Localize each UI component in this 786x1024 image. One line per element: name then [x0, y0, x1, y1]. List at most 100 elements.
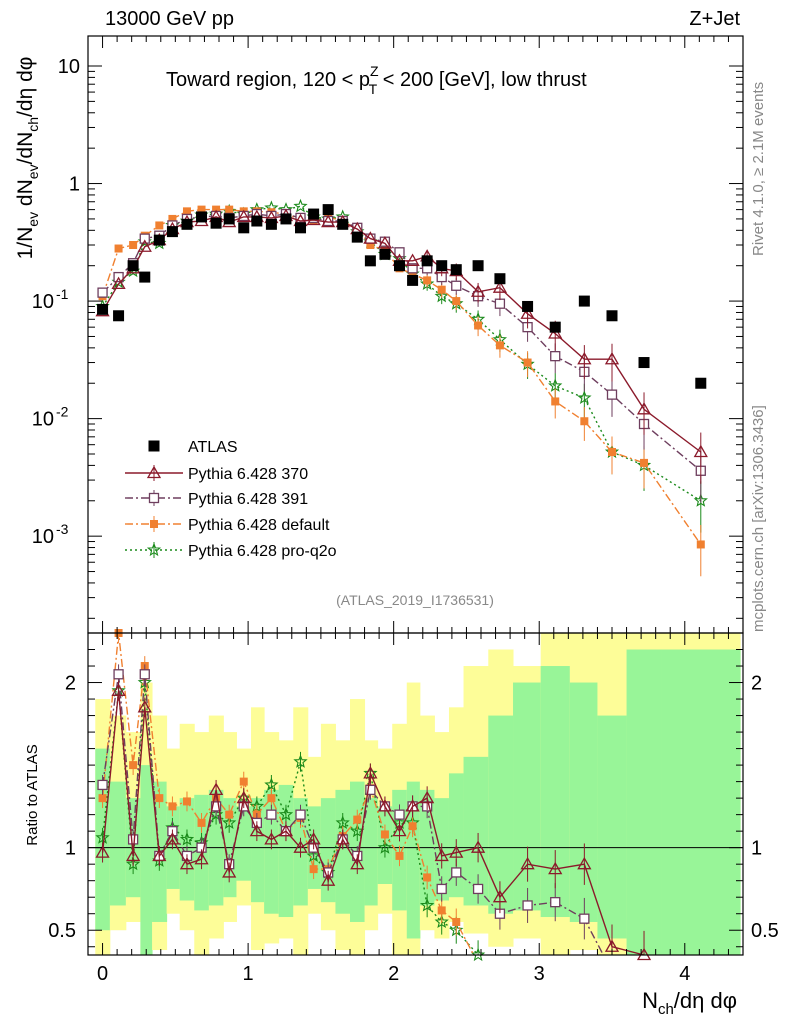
ratio-point-default: [437, 906, 446, 915]
point-p370: [693, 444, 708, 458]
point-proq2o: [293, 198, 308, 213]
legend-marker-p391: [148, 492, 160, 504]
ratio-point-p370: [264, 832, 279, 845]
point-p391: [139, 233, 150, 244]
mcplots-label: mcplots.cern.ch [arXiv:1306.3436]: [750, 405, 767, 632]
ratio-y-tick-label: 2: [65, 673, 76, 695]
point-p370: [405, 253, 420, 266]
point-p370: [470, 284, 486, 297]
y-tick-label: 10 -3: [32, 521, 69, 548]
point-atlas: [295, 222, 307, 234]
header-left: 13000 GeV pp: [105, 8, 234, 30]
point-default: [114, 244, 123, 253]
ratio-point-default: [408, 822, 417, 831]
ratio-point-p370: [278, 823, 294, 837]
point-default: [495, 341, 504, 350]
ratio-point-default: [197, 818, 206, 827]
ratio-point-proq2o: [293, 754, 308, 768]
ratio-point-p370: [111, 683, 126, 696]
legend-marker-proq2o: [146, 542, 162, 557]
ratio-point-p391: [579, 913, 590, 924]
point-p370: [363, 231, 378, 244]
point-p391: [494, 298, 506, 309]
ratio-point-default: [395, 851, 404, 860]
ratio-point-proq2o: [222, 815, 237, 830]
point-atlas: [472, 260, 484, 272]
point-p391: [451, 280, 462, 291]
ratio-point-default: [182, 797, 191, 806]
ratio-point-default: [309, 865, 318, 874]
ratio-point-proq2o: [419, 898, 435, 912]
ratio-point-p370: [434, 848, 449, 862]
ratio-point-p370: [492, 889, 508, 903]
ratio-point-p391: [139, 669, 150, 680]
point-atlas: [522, 300, 534, 312]
series-line-default: [101, 208, 702, 545]
point-default: [452, 297, 461, 306]
ratio-point-p370: [152, 848, 167, 862]
point-atlas: [223, 213, 235, 225]
ratio-point-p391: [295, 809, 306, 820]
point-default: [197, 205, 206, 214]
ratio-point-p370: [470, 840, 486, 853]
band-inner-bin: [140, 765, 153, 955]
ratio-point-proq2o: [434, 914, 449, 928]
ratio-point-default: [225, 810, 234, 819]
ratio-point-proq2o: [264, 777, 279, 792]
point-atlas: [153, 234, 165, 246]
point-default: [129, 241, 138, 250]
ratio-point-default: [168, 802, 177, 811]
point-atlas: [638, 357, 650, 369]
band-inner-bin: [236, 806, 252, 881]
ratio-point-p391: [472, 883, 484, 895]
ratio-point-p391: [436, 883, 447, 895]
point-atlas: [379, 248, 391, 260]
point-p370: [636, 402, 652, 415]
analysis-watermark: (ATLAS_2019_I1736531): [336, 592, 494, 608]
ratio-point-p370: [165, 832, 180, 845]
ratio-point-p370: [249, 823, 264, 837]
point-atlas: [308, 208, 320, 220]
point-default: [168, 214, 177, 223]
ratio-point-p370: [236, 790, 251, 804]
point-p370: [137, 239, 152, 252]
ratio-y-tick-label: 1: [65, 838, 76, 860]
ratio-point-default: [155, 794, 164, 803]
point-atlas: [181, 218, 193, 230]
y-tick-label: 1: [69, 174, 80, 196]
ratio-point-proq2o: [278, 807, 294, 821]
point-p370: [520, 306, 535, 319]
point-default: [523, 358, 532, 367]
ratio-point-default: [239, 777, 248, 786]
ratio-point-proq2o: [125, 856, 141, 871]
point-atlas: [127, 260, 139, 272]
point-p370: [548, 326, 563, 339]
point-atlas: [196, 211, 208, 223]
ratio-point-proq2o: [350, 823, 365, 838]
band-inner-bin: [597, 715, 628, 939]
ratio-point-p391: [210, 801, 222, 812]
series-line-p370: [101, 215, 702, 453]
point-atlas: [265, 218, 277, 230]
point-atlas: [695, 377, 707, 389]
ratio-line-p391: [101, 674, 605, 955]
legend-label-proq2o: Pythia 6.428 pro-q2o: [188, 543, 337, 560]
point-default: [580, 417, 589, 426]
x-axis-label: Nch/dη dφ: [642, 988, 737, 1018]
point-atlas: [407, 274, 419, 286]
header-right: Z+Jet: [689, 8, 740, 30]
ratio-point-p370: [577, 856, 592, 870]
plot-title: Toward region, 120 < pZ T < 200 [GeV], lo…: [166, 63, 587, 97]
ratio-point-p370: [335, 832, 350, 845]
ratio-plot-frame: [87, 632, 744, 956]
band-inner-bin: [448, 773, 465, 898]
ratio-series-p370: [95, 680, 652, 961]
ratio-point-p370: [321, 873, 336, 886]
ratio-point-p391: [266, 809, 277, 820]
point-p370: [492, 280, 508, 293]
point-p391: [407, 263, 418, 274]
ratio-point-proq2o: [137, 675, 152, 689]
point-default: [366, 241, 375, 250]
point-atlas: [210, 217, 222, 229]
